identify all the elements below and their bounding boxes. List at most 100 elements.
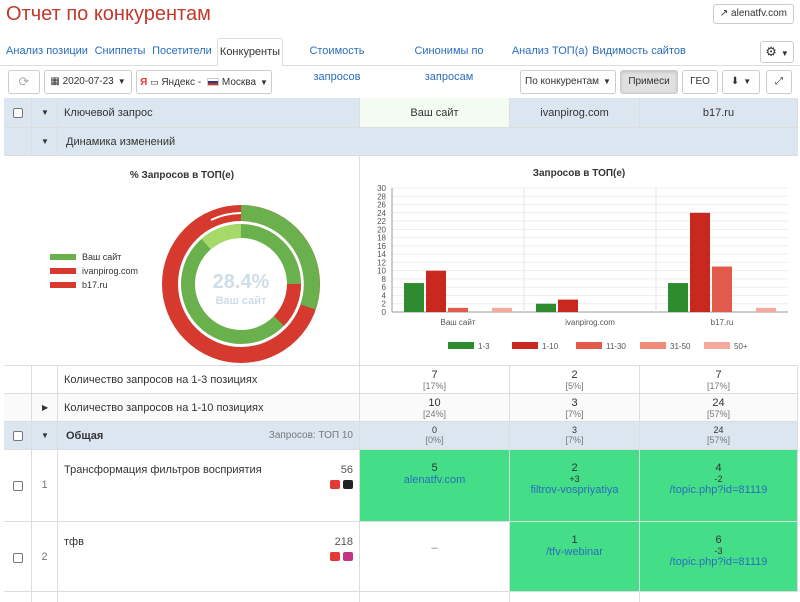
date-picker[interactable]: ▦ 2020-07-23 ▼	[44, 70, 132, 94]
group-percent: [57%]	[706, 435, 730, 445]
external-link-icon: ↗	[719, 8, 729, 19]
mode-select[interactable]: По конкурентам ▼	[520, 70, 616, 94]
caret-down-icon[interactable]: ▼	[41, 431, 49, 440]
query-frequency: 56	[340, 464, 353, 476]
tab-position-analysis[interactable]: Анализ позиции	[6, 45, 88, 57]
plus-box-icon[interactable]	[343, 480, 353, 489]
group-label-cell: Общая Запросов: ТОП 10	[58, 422, 360, 449]
search-engine-region-select[interactable]: Я ▭ Яндекс - Москва ▼	[136, 70, 272, 94]
legend-swatch-your-site	[50, 254, 76, 260]
position: 4	[715, 462, 722, 474]
chevron-down-icon: ▼	[603, 77, 611, 86]
refresh-icon: ⟳	[18, 74, 30, 89]
tab-top-analysis[interactable]: Анализ ТОП(а)	[511, 45, 589, 57]
result-url[interactable]: /tfv-webinar	[546, 546, 603, 558]
your-site-header[interactable]: Ваш сайт	[360, 98, 510, 127]
position: 2	[571, 462, 578, 474]
caret-down-icon[interactable]: ▼	[41, 108, 49, 117]
tab-competitors[interactable]: Конкуренты	[217, 38, 283, 66]
legend-swatch	[512, 342, 538, 349]
query-icons	[327, 552, 353, 564]
separator: -	[197, 77, 202, 88]
yandex-icon: Я	[140, 77, 148, 88]
expand-button[interactable]: ⤢	[766, 70, 792, 94]
position: –	[431, 542, 438, 554]
query-icons	[327, 480, 353, 492]
stats-percent: [24%]	[422, 409, 446, 419]
result-url[interactable]: /topic.php?id=81119	[669, 484, 768, 496]
instagram-icon[interactable]	[343, 552, 353, 561]
stats-competitor2: 24 [57%]	[640, 394, 798, 421]
competitor1-header[interactable]: ivanpirog.com	[510, 98, 640, 127]
mix-button[interactable]: Примеси	[620, 70, 678, 94]
refresh-button[interactable]: ⟳	[8, 70, 40, 94]
select-all-cell	[4, 98, 32, 127]
table-header-row: ▼ Ключевой запрос Ваш сайт ivanpirog.com…	[4, 98, 798, 128]
bar	[756, 307, 776, 312]
expand-icon: ⤢	[775, 76, 783, 87]
chevron-down-icon: ▼	[260, 78, 268, 87]
position: 1	[571, 534, 578, 546]
stats-percent: [57%]	[706, 409, 730, 419]
charts-row: % Запросов в ТОП(е) 28.4% Ваш сайт Ваш с…	[4, 156, 798, 366]
group-competitor2: 24 [57%]	[640, 422, 798, 449]
tab-synonyms[interactable]: Синонимы по запросам	[414, 45, 484, 83]
result-url[interactable]: filtrov-vospriyatiya	[530, 484, 619, 496]
y-tick-label: 2	[382, 300, 387, 309]
tab-visitors[interactable]: Посетители	[152, 45, 212, 57]
stats-percent: [7%]	[565, 409, 584, 419]
tab-snippets[interactable]: Сниппеты	[94, 45, 146, 57]
blank-cell	[510, 592, 640, 602]
date-value: 2020-07-23	[62, 76, 114, 87]
y-tick-label: 10	[377, 267, 386, 276]
youtube-icon[interactable]	[330, 552, 340, 561]
keyword-header[interactable]: Ключевой запрос	[58, 98, 360, 127]
competitor2-header[interactable]: b17.ru	[640, 98, 798, 127]
result-url[interactable]: /topic.php?id=81119	[669, 556, 768, 568]
row-checkbox[interactable]	[13, 481, 23, 491]
stats-your-site: 10 [24%]	[360, 394, 510, 421]
bar	[426, 270, 446, 312]
chevron-down-icon: ▼	[117, 77, 126, 86]
dynamics-label: Динамика изменений	[66, 136, 176, 148]
x-tick-label: b17.ru	[711, 318, 734, 327]
expand-cell: ▶	[32, 394, 58, 421]
legend-ivanpirog: ivanpirog.com	[82, 266, 138, 276]
row-checkbox[interactable]	[13, 553, 23, 563]
group-checkbox[interactable]	[13, 431, 23, 441]
stats-value: 7	[715, 369, 722, 381]
group-checkbox-cell	[4, 422, 32, 449]
blank-cell	[4, 128, 32, 155]
y-tick-label: 4	[382, 291, 387, 300]
blank-cell	[32, 366, 58, 393]
legend-label: 1-10	[542, 342, 559, 351]
bar	[668, 283, 688, 312]
settings-button[interactable]: ⚙ ▼	[760, 41, 794, 63]
gear-icon: ⚙	[765, 44, 777, 59]
legend-swatch	[640, 342, 666, 349]
stats-percent: [17%]	[422, 381, 446, 391]
caret-down-icon[interactable]: ▼	[41, 137, 49, 146]
y-tick-label: 28	[377, 192, 386, 201]
stats-your-site: 7 [17%]	[360, 366, 510, 393]
tab-query-cost[interactable]: Стоимость запросов	[309, 45, 365, 83]
tab-site-visibility[interactable]: Видимость сайтов	[592, 45, 686, 57]
select-all-checkbox[interactable]	[13, 108, 23, 118]
query-text[interactable]: Трансформация фильтров восприятия	[64, 464, 262, 476]
group-row: ▼ Общая Запросов: ТОП 10 0 [0%] 3 [7%] 24[…	[4, 422, 798, 450]
y-tick-label: 6	[382, 283, 387, 292]
legend-swatch	[576, 342, 602, 349]
caret-right-icon[interactable]: ▶	[42, 403, 49, 412]
result-url[interactable]: alenatfv.com	[403, 474, 466, 486]
query-text[interactable]: тфв	[64, 536, 84, 548]
tab-bar: Анализ позиции Сниппеты Посетители Конку…	[0, 38, 800, 83]
y-tick-label: 24	[377, 209, 386, 218]
youtube-icon[interactable]	[330, 480, 340, 489]
site-link[interactable]: ↗ alenatfv.com	[712, 4, 794, 24]
bar-chart-title: Запросов в ТОП(е)	[533, 168, 626, 179]
stats-row-top3: Количество запросов на 1-3 позициях 7 [17…	[4, 366, 798, 394]
geo-button[interactable]: ГЕО	[682, 70, 718, 94]
download-icon: ⬇	[730, 76, 740, 87]
download-button[interactable]: ⬇ ▼	[722, 70, 760, 94]
dynamics-row: ▼ Динамика изменений	[4, 128, 798, 156]
